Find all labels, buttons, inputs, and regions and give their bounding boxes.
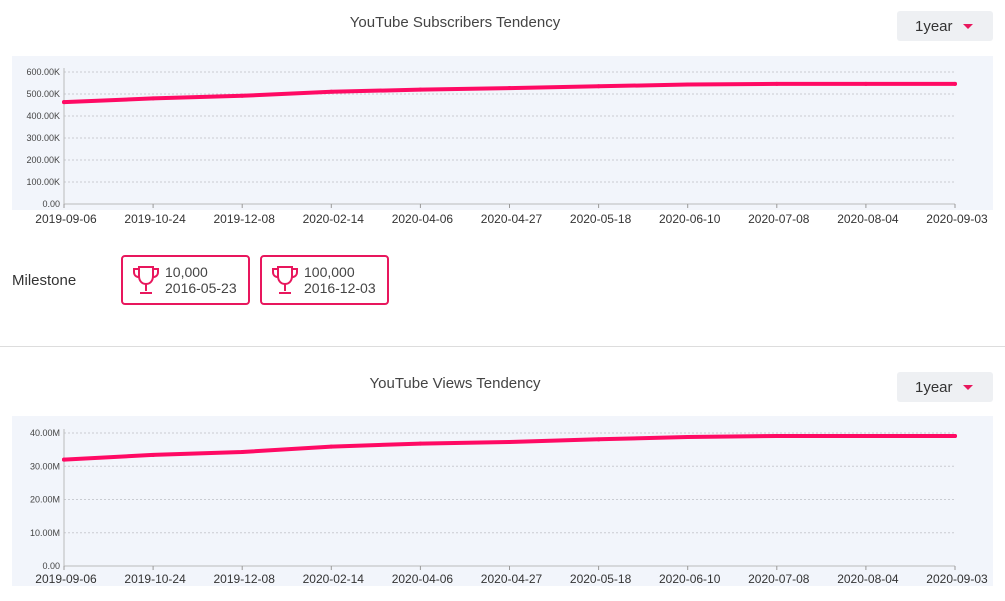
data-point (418, 87, 423, 92)
x-tick-label: 2020-06-10 (659, 212, 721, 226)
data-point (953, 433, 957, 438)
data-point (240, 93, 245, 98)
x-tick-label: 2020-04-27 (481, 572, 543, 586)
data-point (774, 433, 779, 438)
milestone-value: 100,000 (304, 264, 355, 280)
x-tick-label: 2020-04-06 (392, 212, 454, 226)
trophy-icon (272, 266, 298, 294)
milestone-label: Milestone (12, 272, 77, 289)
data-point (863, 81, 868, 86)
series-line (62, 434, 957, 462)
y-tick-label: 30.00M (30, 461, 60, 471)
x-tick-label: 2019-10-24 (124, 572, 186, 586)
chevron-down-icon (962, 384, 973, 390)
subscribers-period-label: 1year (915, 17, 953, 35)
y-tick-label: 10.00M (30, 528, 60, 538)
y-tick-label: 0.00 (42, 199, 60, 209)
y-tick-label: 0.00 (42, 561, 60, 571)
data-point (418, 441, 423, 446)
milestone-card: 10,000 2016-05-23 (121, 255, 250, 305)
y-tick-label: 40.00M (30, 428, 60, 438)
y-tick-label: 200.00K (26, 155, 60, 165)
milestone-date: 2016-05-23 (165, 280, 237, 296)
data-point (62, 100, 66, 105)
data-point (507, 86, 512, 91)
section-divider (0, 346, 1005, 347)
data-point (596, 84, 601, 89)
x-tick-label: 2019-12-08 (214, 572, 276, 586)
views-period-label: 1year (915, 378, 953, 396)
x-tick-label: 2020-04-06 (392, 572, 454, 586)
y-tick-label: 400.00K (26, 111, 60, 121)
views-period-select[interactable]: 1year (897, 372, 993, 402)
x-tick-label: 2020-08-04 (837, 572, 899, 586)
x-tick-label: 2019-09-06 (35, 212, 97, 226)
x-tick-label: 2020-02-14 (303, 212, 365, 226)
x-tick-label: 2020-05-18 (570, 212, 632, 226)
data-point (507, 439, 512, 444)
data-point (151, 452, 156, 457)
trophy-icon (133, 266, 159, 294)
y-tick-label: 600.00K (26, 67, 60, 77)
data-point (953, 81, 957, 86)
y-tick-label: 100.00K (26, 177, 60, 187)
subscribers-chart-panel (12, 56, 993, 210)
subscribers-period-select[interactable]: 1year (897, 11, 993, 41)
views-chart-title: YouTube Views Tendency (369, 375, 541, 392)
milestone-date: 2016-12-03 (304, 280, 376, 296)
x-tick-label: 2019-12-08 (214, 212, 276, 226)
x-tick-label: 2020-02-14 (303, 572, 365, 586)
data-point (774, 81, 779, 86)
data-point (685, 82, 690, 87)
milestone-value: 10,000 (165, 264, 208, 280)
subscribers-chart-title: YouTube Subscribers Tendency (349, 14, 561, 31)
data-point (329, 444, 334, 449)
x-tick-label: 2020-07-08 (748, 212, 810, 226)
x-tick-label: 2019-09-06 (35, 572, 97, 586)
data-point (596, 437, 601, 442)
data-point (863, 433, 868, 438)
x-tick-label: 2019-10-24 (124, 212, 186, 226)
data-point (685, 434, 690, 439)
x-tick-label: 2020-06-10 (659, 572, 721, 586)
x-tick-label: 2020-04-27 (481, 212, 543, 226)
y-tick-label: 300.00K (26, 133, 60, 143)
data-point (240, 449, 245, 454)
x-tick-label: 2020-05-18 (570, 572, 632, 586)
x-tick-label: 2020-07-08 (748, 572, 810, 586)
y-tick-label: 500.00K (26, 89, 60, 99)
x-tick-label: 2020-09-03 (926, 212, 988, 226)
subscribers-chart: 0.00 100.00K 200.00K 300.00K 400.00K 500.00K 6… (26, 67, 988, 226)
chevron-down-icon (962, 23, 973, 29)
milestone-card: 100,000 2016-12-03 (260, 255, 389, 305)
x-tick-label: 2020-08-04 (837, 212, 899, 226)
x-tick-label: 2020-09-03 (926, 572, 988, 586)
y-tick-label: 20.00M (30, 495, 60, 505)
views-chart-panel (12, 416, 993, 586)
data-point (151, 96, 156, 101)
data-point (329, 89, 334, 94)
data-point (62, 457, 66, 462)
